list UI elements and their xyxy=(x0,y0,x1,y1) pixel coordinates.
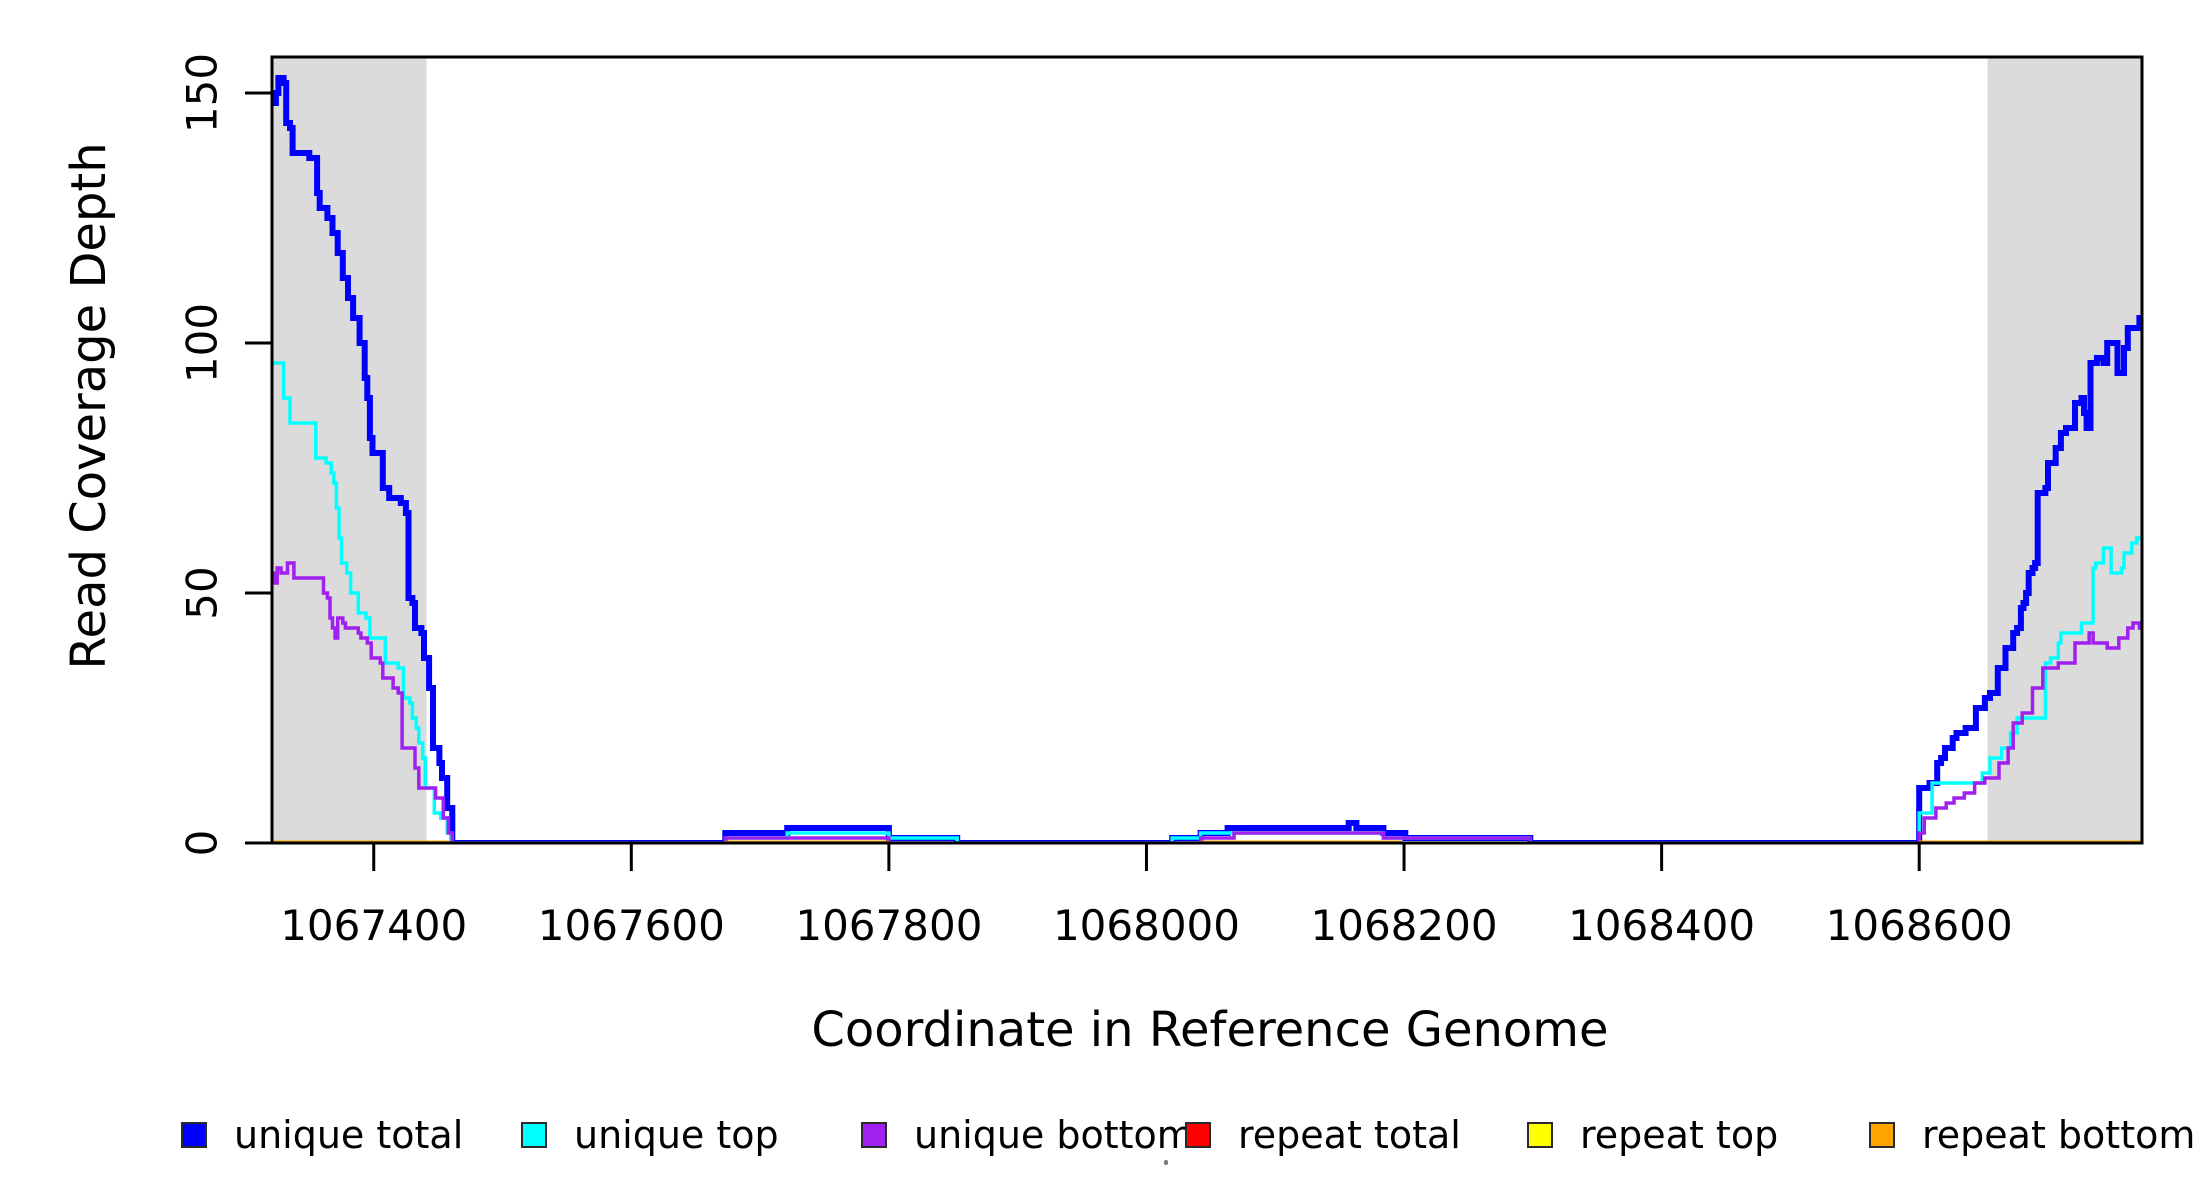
legend-swatch-repeat-bottom xyxy=(1869,1122,1895,1148)
x-tick-label: 1068200 xyxy=(1311,901,1498,950)
x-tick-label: 1067400 xyxy=(280,901,467,950)
stray-mark xyxy=(1164,1160,1168,1165)
legend-label: unique top xyxy=(574,1113,779,1157)
legend-item-unique-total: unique total xyxy=(181,1113,464,1157)
plot-box xyxy=(270,55,2144,845)
shaded-region-right xyxy=(1987,58,2142,842)
y-tick-label: 0 xyxy=(178,830,227,857)
legend-label: unique bottom xyxy=(914,1113,1194,1157)
x-tick-label: 1068600 xyxy=(1826,901,2013,950)
y-tick-label: 50 xyxy=(178,566,227,619)
legend-swatch-unique-total xyxy=(181,1122,207,1148)
x-tick-label: 1068000 xyxy=(1053,901,1240,950)
series-unique-top-line xyxy=(272,361,2142,843)
x-tick-label: 1068400 xyxy=(1568,901,1755,950)
x-axis-title: Coordinate in Reference Genome xyxy=(811,1002,1609,1058)
legend-label: repeat bottom xyxy=(1922,1113,2196,1157)
x-tick-label: 1067800 xyxy=(795,901,982,950)
legend-swatch-unique-top xyxy=(521,1122,547,1148)
legend-swatch-unique-bottom xyxy=(861,1122,887,1148)
legend-swatch-repeat-top xyxy=(1527,1122,1553,1148)
legend-label: unique total xyxy=(234,1113,464,1157)
legend-swatch-repeat-total xyxy=(1185,1122,1211,1148)
legend-item-repeat-bottom: repeat bottom xyxy=(1869,1113,2196,1157)
x-tick-label: 1067600 xyxy=(538,901,725,950)
legend-item-unique-top: unique top xyxy=(521,1113,779,1157)
y-tick-label: 150 xyxy=(178,53,227,133)
legend-item-unique-bottom: unique bottom xyxy=(861,1113,1194,1157)
legend-label: repeat top xyxy=(1580,1113,1779,1157)
legend-label: repeat total xyxy=(1238,1113,1461,1157)
y-tick-label: 100 xyxy=(178,303,227,383)
y-axis-title: Read Coverage Depth xyxy=(61,142,117,670)
series-unique-total-line xyxy=(272,75,2142,843)
series-group xyxy=(272,75,2142,843)
legend-item-repeat-total: repeat total xyxy=(1185,1113,1461,1157)
series-unique-bottom-line xyxy=(272,561,2142,843)
legend-item-repeat-top: repeat top xyxy=(1527,1113,1779,1157)
